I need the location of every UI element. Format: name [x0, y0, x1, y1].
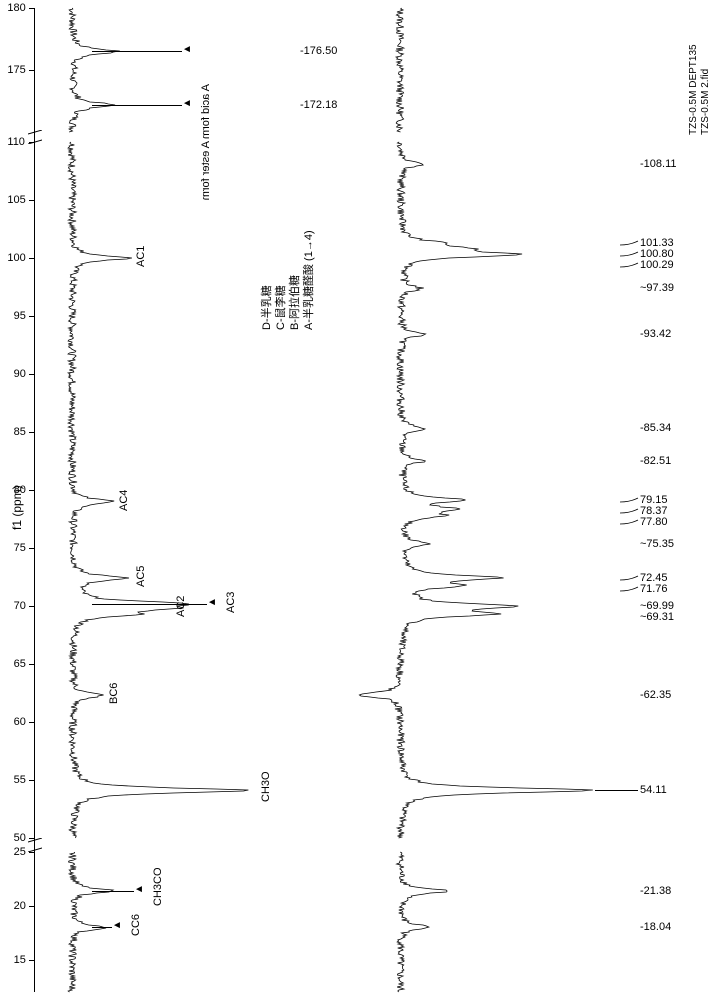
- legend-item: D-半乳糖: [258, 285, 274, 330]
- peak-value: ~69.31: [640, 611, 674, 623]
- peak-value: -18.04: [640, 921, 671, 933]
- peak-value: -21.38: [640, 885, 671, 897]
- spectrum-title: TZS-0.5M DEPT135: [688, 44, 699, 135]
- arrow-icon: ◄: [182, 44, 192, 55]
- peak-label: AC4: [118, 489, 130, 510]
- peak-label: CH3CO: [152, 867, 164, 906]
- legend-item: B-阿拉伯糖: [286, 275, 302, 330]
- arrow-icon: ◄: [134, 884, 144, 895]
- arrow-icon: ◄: [182, 98, 192, 109]
- spectrum-right: [0, 0, 714, 1000]
- peak-value: ~97.39: [640, 282, 674, 294]
- peak-label: AC1: [135, 246, 147, 267]
- peak-value: 71.76: [640, 583, 668, 595]
- legend-item: A-半乳糖醛酸 (1→4): [300, 230, 316, 330]
- peak-label: A ester form: [200, 141, 212, 200]
- peak-value: 100.29: [640, 259, 674, 271]
- legend-item: C-鼠李糖: [272, 285, 288, 330]
- peak-value: 77.80: [640, 516, 668, 528]
- peak-label: BC6: [108, 683, 120, 704]
- peak-label: AC2: [175, 596, 187, 617]
- arrow-icon: ◄: [112, 920, 122, 931]
- nmr-chart: f1 (ppm) 1801751101051009590858075706560…: [0, 0, 714, 1000]
- leader-line: [92, 604, 207, 605]
- peak-value: -62.35: [640, 689, 671, 701]
- spectrum-title: TZS-0.5M 2.fid: [700, 69, 711, 135]
- peak-value: -172.18: [300, 99, 337, 111]
- peak-value: -85.34: [640, 422, 671, 434]
- leader-line: [595, 790, 638, 791]
- peak-label: AC5: [135, 566, 147, 587]
- peak-value: -176.50: [300, 45, 337, 57]
- peak-label: AC3: [225, 591, 237, 612]
- peak-value: ~75.35: [640, 538, 674, 550]
- peak-label: CC6: [130, 914, 142, 936]
- peak-label: CH3O: [260, 772, 272, 803]
- leader-line: [92, 105, 182, 106]
- peak-value: -108.11: [640, 158, 677, 170]
- arrow-icon: ◄: [207, 597, 217, 608]
- peak-value: -82.51: [640, 455, 671, 467]
- leader-line: [92, 927, 112, 928]
- peak-value: 54.11: [640, 784, 667, 796]
- peak-label: A acid form: [200, 84, 212, 139]
- leader-line: [92, 891, 134, 892]
- peak-value: -93.42: [640, 328, 671, 340]
- leader-line: [92, 51, 182, 52]
